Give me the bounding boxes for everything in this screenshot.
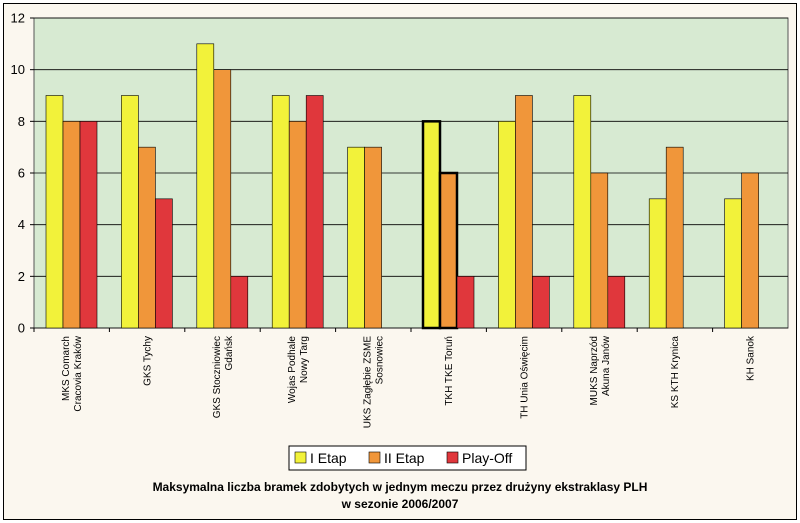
bar-play-off: [532, 276, 550, 329]
bar-ii-etap: [590, 172, 609, 329]
y-tick-label: 6: [18, 166, 25, 181]
category-label: Nowy Targ: [299, 336, 310, 383]
category-label: GKS Stoczniowiec: [212, 336, 223, 418]
bar-i-etap: [196, 43, 215, 329]
legend-label: II Etap: [384, 450, 425, 466]
y-tick-label: 10: [11, 62, 25, 77]
category-label: MUKS Naprzód: [589, 336, 600, 405]
bar-play-off: [79, 121, 98, 329]
chart-title: Maksymalna liczba bramek zdobytych w jed…: [153, 480, 648, 511]
bar-ii-etap: [364, 146, 382, 329]
legend-box: [288, 445, 527, 471]
category-label: MKS Comarch: [61, 336, 72, 401]
category-label: Sosnowiec: [375, 336, 386, 384]
chart-title-line-2: w sezonie 2006/2007: [341, 497, 459, 511]
bar-i-etap: [573, 95, 592, 329]
legend-label: Play-Off: [462, 450, 512, 466]
category-label: TKH TKE Toruń: [444, 336, 455, 406]
bar-ii-etap: [665, 146, 684, 329]
y-tick-label: 8: [18, 114, 25, 129]
category-label: Cracovia Kraków: [73, 335, 84, 411]
bar-play-off: [155, 198, 173, 329]
category-label: UKS Zagłębie ZSME: [363, 336, 374, 429]
bar-i-etap: [121, 95, 139, 329]
bar-i-etap: [347, 146, 365, 329]
bar-i-etap: [498, 121, 516, 329]
bar-i-etap: [648, 198, 667, 329]
bar-play-off: [456, 276, 475, 329]
category-label: Akuna Janów: [601, 335, 612, 396]
y-tick-label: 12: [11, 11, 25, 26]
bar-ii-etap: [213, 69, 232, 329]
category-label: GKS Tychy: [142, 336, 153, 386]
category-label: Gdańsk: [224, 335, 235, 370]
chart-title-line-1: Maksymalna liczba bramek zdobytych w jed…: [153, 480, 648, 494]
bar-ii-etap: [438, 171, 459, 330]
bar-i-etap: [271, 95, 290, 329]
bar-play-off: [230, 276, 249, 329]
category-label: Wojas Podhale: [287, 336, 298, 404]
y-tick-label: 0: [18, 321, 25, 336]
bar-i-etap: [421, 120, 442, 330]
y-tick-label: 2: [18, 269, 25, 284]
legend-label: I Etap: [310, 450, 347, 466]
legend: I Etap II Etap Play-Off: [288, 445, 527, 471]
bar-ii-etap: [288, 121, 307, 329]
bar-play-off: [607, 276, 626, 329]
bar-ii-etap: [138, 146, 156, 329]
bar-i-etap: [45, 95, 64, 329]
category-label: TH Unia Oświęcim: [519, 336, 530, 419]
category-label: KS KTH Krynica: [670, 336, 681, 409]
bar-ii-etap: [515, 95, 533, 329]
bars: [33, 43, 759, 332]
legend-swatch: [368, 451, 381, 464]
y-axis: 0 2 4 6 8 10 12: [11, 11, 34, 336]
bar-play-off: [305, 95, 324, 329]
bar-i-etap: [724, 198, 742, 329]
category-label: KH Sanok: [746, 335, 757, 381]
legend-swatch: [446, 451, 459, 464]
legend-swatch: [294, 451, 307, 464]
y-tick-label: 4: [18, 217, 25, 232]
x-axis-labels: MKS Comarch Cracovia Kraków GKS Tychy GKS S…: [61, 335, 757, 428]
bar-ii-etap: [62, 121, 81, 329]
bar-ii-etap: [741, 172, 759, 329]
